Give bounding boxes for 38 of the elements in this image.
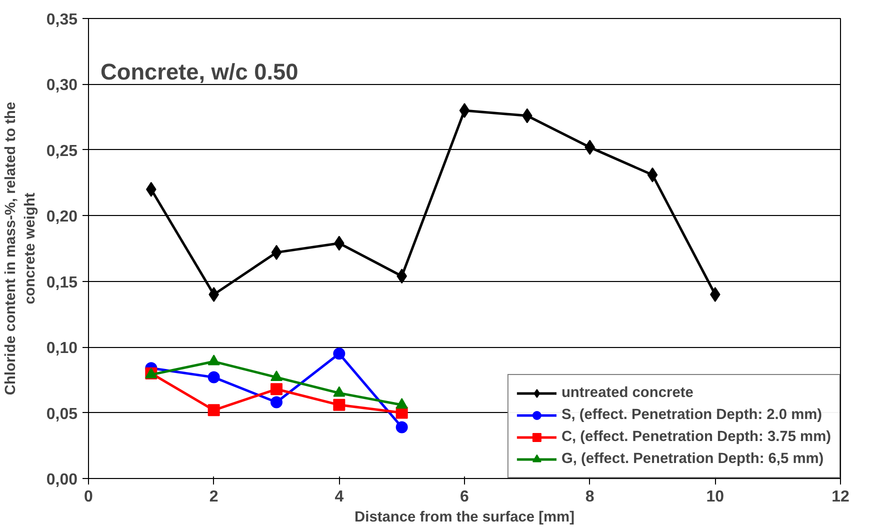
point [270, 383, 282, 396]
legend-label: G, (effect. Penetration Depth: 6,5 mm) [561, 451, 824, 467]
point [208, 287, 219, 302]
x-tick-label: 12 [832, 488, 850, 506]
x-tick-label: 4 [334, 488, 344, 506]
point [333, 398, 346, 411]
legend-label: untreated concrete [561, 385, 694, 401]
y-tick-label: 0,15 [46, 274, 78, 292]
point [270, 396, 282, 408]
point [459, 103, 470, 118]
point [396, 421, 408, 434]
y-tick-label: 0,05 [46, 406, 78, 423]
legend-label: C, (effect. Penetration Depth: 3.75 mm) [561, 429, 831, 445]
point [271, 244, 282, 260]
y-tick-label: 0,25 [46, 142, 78, 160]
legend-label: S, (effect. Penetration Depth: 2.0 mm) [561, 407, 822, 423]
y-tick-label: 0,10 [46, 340, 78, 358]
point [396, 398, 408, 409]
point [647, 167, 658, 182]
point [208, 371, 220, 384]
x-axis-title: Distance from the surface [mm] [354, 510, 575, 526]
point [710, 287, 720, 302]
point [333, 386, 346, 397]
y-tick-label: 0,30 [46, 77, 78, 94]
x-tick-label: 10 [706, 488, 724, 506]
point [208, 404, 220, 416]
x-tick-label: 6 [460, 488, 470, 506]
x-tick-label: 0 [84, 488, 94, 506]
y-tick-label: 0,20 [46, 208, 78, 226]
y-tick-label: 0,35 [46, 12, 78, 28]
text: Concrete, w/c 0.50 [100, 58, 298, 84]
y-tick-label: 0,00 [46, 472, 78, 488]
point [270, 370, 282, 381]
point [333, 348, 346, 360]
x-tick-label: 8 [585, 488, 594, 506]
y-axis-title: Chloride content in mass-%, related to the concrete weight [3, 102, 38, 396]
point [208, 354, 220, 366]
x-tick-label: 2 [209, 488, 218, 506]
